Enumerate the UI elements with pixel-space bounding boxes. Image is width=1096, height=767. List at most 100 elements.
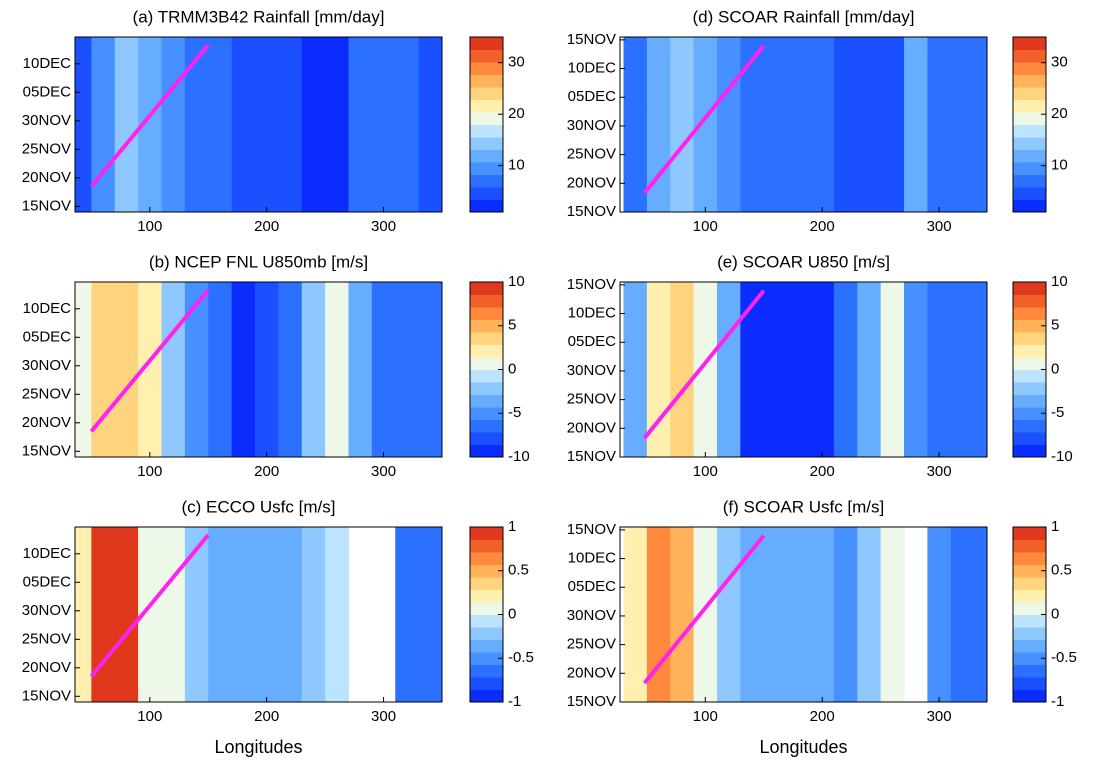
plot-frame <box>619 526 988 703</box>
field-strip <box>114 527 139 702</box>
y-tick-label: 25NOV <box>22 385 71 402</box>
field-strip <box>950 282 975 457</box>
colorbar-tick-label: 30 <box>508 54 525 71</box>
y-tick-label: 10DEC <box>568 60 617 77</box>
colorbar-swatch <box>470 639 503 653</box>
colorbar-swatch <box>470 552 503 565</box>
y-tick-label: 10DEC <box>568 305 617 322</box>
y-tick-label: 30NOV <box>567 607 616 624</box>
field-strip <box>75 37 92 212</box>
colorbar-swatch <box>470 664 503 678</box>
colorbar-tick-label: 0.5 <box>508 562 529 579</box>
colorbar-swatch <box>470 74 503 88</box>
panel-title: (e) SCOAR U850 [m/s] <box>717 252 890 271</box>
colorbar-swatch <box>470 162 503 175</box>
field-strip <box>717 37 741 212</box>
field-strip <box>717 282 741 457</box>
colorbar-swatch <box>1013 552 1046 565</box>
y-tick-label: 25NOV <box>22 630 71 647</box>
field-strip <box>325 282 349 457</box>
colorbar-swatch <box>470 124 503 138</box>
colorbar-swatch <box>1013 677 1046 690</box>
field-strip <box>208 282 233 457</box>
colorbar-swatch <box>1013 99 1046 113</box>
colorbar-swatch <box>1013 344 1046 358</box>
trend-line <box>89 288 210 433</box>
colorbar-swatch <box>1013 639 1046 653</box>
y-tick-label: 05DEC <box>568 88 617 105</box>
field <box>75 37 442 212</box>
colorbar-swatch <box>1013 382 1046 395</box>
field-strip <box>904 37 928 212</box>
y-tick-label: 15NOV <box>567 693 616 710</box>
field <box>75 282 442 457</box>
colorbar-swatch <box>470 677 503 690</box>
colorbar-swatch <box>470 394 503 408</box>
field-strip <box>763 527 788 702</box>
field-strip <box>138 37 162 212</box>
x-tick-label: 200 <box>254 218 279 235</box>
colorbar-swatch <box>470 99 503 113</box>
y-tick-label: 10DEC <box>23 545 72 562</box>
colorbar-tick-label: 5 <box>508 317 516 334</box>
colorbar-tick-label: 0 <box>508 605 516 622</box>
colorbar-swatch <box>1013 199 1046 213</box>
x-tick-label: 300 <box>927 708 952 725</box>
y-tick-label: 15NOV <box>567 448 616 465</box>
colorbar-swatch <box>1013 49 1046 63</box>
field-strip <box>880 37 905 212</box>
x-axis-label: Longitudes <box>759 737 847 757</box>
y-tick-label: 30NOV <box>567 117 616 134</box>
field-strip <box>740 37 765 212</box>
field-strip <box>91 37 116 212</box>
y-tick-label: 10DEC <box>23 300 72 317</box>
y-tick-label: 20NOV <box>567 664 616 681</box>
field-strip <box>254 37 279 212</box>
y-tick-label: 20NOV <box>22 169 71 186</box>
colorbar-swatch <box>470 357 503 370</box>
x-tick-label: 200 <box>254 463 279 480</box>
colorbar-swatch <box>1013 124 1046 138</box>
colorbar-tick-label: -0.5 <box>1051 649 1077 666</box>
x-tick-label: 300 <box>371 218 396 235</box>
field-strip <box>161 282 186 457</box>
field-strip <box>904 282 928 457</box>
colorbar-tick-label: 10 <box>1051 157 1068 174</box>
field-strip <box>740 527 765 702</box>
field-strip <box>693 527 718 702</box>
field-strip <box>371 37 396 212</box>
colorbar-swatch <box>470 187 503 200</box>
trend-line <box>89 43 210 188</box>
colorbar-swatch <box>1013 564 1046 578</box>
colorbar-tick-label: 30 <box>1051 54 1068 71</box>
y-tick-label: 20NOV <box>567 174 616 191</box>
y-tick-label: 30NOV <box>22 602 71 619</box>
x-tick-label: 300 <box>371 708 396 725</box>
colorbar-tick-label: -10 <box>508 448 530 465</box>
field-strip <box>91 282 116 457</box>
colorbar-swatch <box>470 652 503 665</box>
field-strip <box>161 527 186 702</box>
plot-frame <box>74 36 443 213</box>
colorbar-swatch <box>470 689 503 703</box>
colorbar-swatch <box>470 149 503 163</box>
x-tick-label: 300 <box>927 218 952 235</box>
plot-frame <box>74 281 443 458</box>
x-tick-label: 300 <box>371 463 396 480</box>
y-tick-label: 30NOV <box>22 357 71 374</box>
y-tick-label: 10DEC <box>23 55 72 72</box>
colorbar-tick-label: 0 <box>1051 360 1059 377</box>
y-tick-label: 20NOV <box>567 419 616 436</box>
field-strip <box>418 282 442 457</box>
field-strip <box>693 282 718 457</box>
panel-title: (c) ECCO Usfc [m/s] <box>182 497 336 516</box>
colorbar-swatch <box>1013 357 1046 370</box>
field-strip <box>670 282 695 457</box>
colorbar-tick-label: 1 <box>1051 518 1059 535</box>
colorbar-tick-label: 5 <box>1051 317 1059 334</box>
colorbar-swatch <box>470 627 503 640</box>
y-tick-label: 15NOV <box>567 276 616 293</box>
colorbar-tick-label: 20 <box>1051 105 1068 122</box>
colorbar-swatch <box>470 382 503 395</box>
colorbar-swatch <box>1013 394 1046 408</box>
